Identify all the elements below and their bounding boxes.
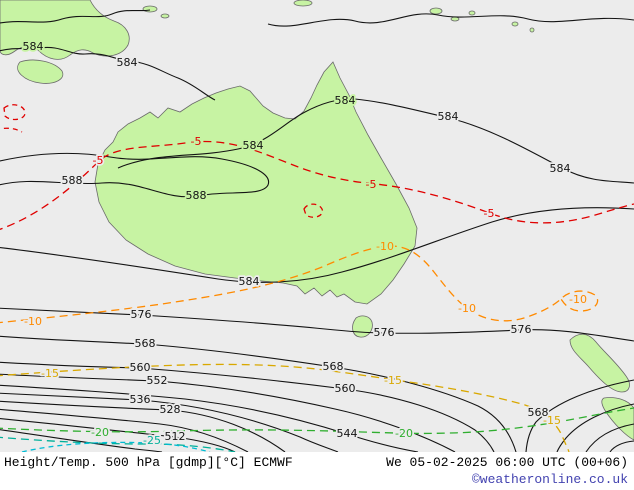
- footer-bar: Height/Temp. 500 hPa [gdmp][°C] ECMWF We…: [0, 452, 634, 490]
- height-contour-568-southeast: [525, 379, 634, 452]
- height-label-584: 584: [117, 56, 138, 69]
- height-contour-584-north: [117, 98, 634, 184]
- height-contour-536: [0, 392, 339, 452]
- temp-contours-minus30: [21, 441, 211, 452]
- island: [160, 13, 170, 19]
- map-valid-time: We 05-02-2025 06:00 UTC (00+06): [386, 455, 628, 470]
- height-contour-576: [0, 307, 634, 342]
- height-contour-topleft-upper: [0, 9, 151, 24]
- temp-contour-minus5-cell: [303, 203, 324, 218]
- height-label-528: 528: [160, 403, 181, 416]
- height-label-588: 588: [62, 174, 83, 187]
- height-contour-552: [0, 373, 456, 452]
- height-contour-520: [0, 408, 249, 452]
- height-contour-584-south: [0, 207, 634, 283]
- temp-contours-minus15: [0, 363, 570, 452]
- height-label-584: 584: [335, 94, 356, 107]
- height-label-544: 544: [337, 427, 358, 440]
- height-label-584: 584: [23, 40, 44, 53]
- temp-label--5: -5: [93, 154, 104, 167]
- temp-label--5: -5: [366, 178, 377, 191]
- coastline-new-zealand-north: [569, 333, 630, 393]
- height-label-588: 588: [186, 189, 207, 202]
- temp-contour-minus25: [0, 436, 236, 452]
- landmasses: [0, 0, 634, 441]
- height-contour-560: [0, 361, 495, 452]
- height-label-584: 584: [243, 139, 264, 152]
- height-contour-588-ridge: [0, 152, 270, 198]
- temp-contours-minus25: [0, 436, 236, 452]
- temp-label--10: -10: [376, 240, 394, 253]
- temp-label--5: -5: [191, 135, 202, 148]
- footer-row: Height/Temp. 500 hPa [gdmp][°C] ECMWF We…: [4, 454, 628, 471]
- height-label-576: 576: [374, 326, 395, 339]
- island: [529, 27, 535, 33]
- height-label-584: 584: [550, 162, 571, 175]
- height-contour-544: [0, 384, 419, 452]
- copyright-credit[interactable]: ©weatheronline.co.uk: [471, 472, 628, 487]
- island: [429, 7, 443, 15]
- height-label-560: 560: [130, 361, 151, 374]
- height-contour-504: [0, 429, 163, 452]
- height-label-568: 568: [135, 337, 156, 350]
- temp-contour-minus5: [0, 140, 634, 230]
- height-label-560: 560: [335, 382, 356, 395]
- temp-contours-minus20: [0, 407, 634, 435]
- temp-contour-labels: -5 -5 -5 -5 -10 -10 -10 -10 -15 -15 -15 -20 -20 -25: [22, 133, 588, 449]
- temp-contours-minus5: [0, 104, 634, 230]
- temp-contour-minus15: [0, 363, 570, 452]
- height-label-584: 584: [438, 110, 459, 123]
- temp-label--10: -10: [569, 293, 587, 306]
- coastline-new-guinea: [0, 0, 130, 60]
- height-label-576: 576: [511, 323, 532, 336]
- height-contour-528: [0, 400, 286, 452]
- temp-contour-minus10: [0, 245, 599, 324]
- height-contour-southeast-3: [585, 423, 634, 452]
- temp-label--5: -5: [484, 207, 495, 220]
- height-contour-584-topleft: [0, 46, 216, 101]
- temp-contour-minus30: [21, 441, 211, 452]
- temp-contours-minus10: [0, 245, 599, 324]
- temp-label--20: -20: [395, 427, 413, 440]
- island: [293, 0, 313, 7]
- island: [142, 5, 158, 13]
- coastline-new-guinea-south: [17, 59, 64, 84]
- height-contour-top-wavy: [267, 13, 634, 27]
- coastline-australia: [94, 61, 418, 305]
- temp-label--20: -20: [91, 426, 109, 439]
- coastline-new-zealand-south: [601, 397, 634, 441]
- island: [511, 21, 519, 27]
- temp-label--15: -15: [384, 374, 402, 387]
- temp-label--15: -15: [543, 414, 561, 427]
- height-label-584: 584: [239, 275, 260, 288]
- height-label-576: 576: [131, 308, 152, 321]
- height-label-552: 552: [147, 374, 168, 387]
- height-contour-southeast-4: [609, 440, 634, 452]
- temp-label--15: -15: [41, 367, 59, 380]
- temp-label--10: -10: [24, 315, 42, 328]
- map-canvas: 584 584 584 584 584 584 588 588 584 576 576 576 568 5…: [0, 0, 634, 452]
- map-parameter-title: Height/Temp. 500 hPa [gdmp][°C] ECMWF: [4, 455, 293, 470]
- height-contour-512: [0, 417, 236, 452]
- height-contour-568: [0, 335, 517, 452]
- height-label-568: 568: [528, 406, 549, 419]
- height-contour-labels: 584 584 584 584 584 584 588 588 584 576 576 576 568 5…: [21, 38, 573, 445]
- height-contour-southeast-2: [556, 403, 634, 452]
- temp-contour-minus20: [0, 407, 634, 435]
- temp-label--10: -10: [458, 302, 476, 315]
- height-label-568: 568: [323, 360, 344, 373]
- height-label-512: 512: [165, 430, 186, 443]
- island: [468, 10, 476, 16]
- height-label-536: 536: [130, 393, 151, 406]
- island: [450, 16, 460, 22]
- height-contours: [0, 9, 634, 452]
- temp-label--25: -25: [143, 434, 161, 447]
